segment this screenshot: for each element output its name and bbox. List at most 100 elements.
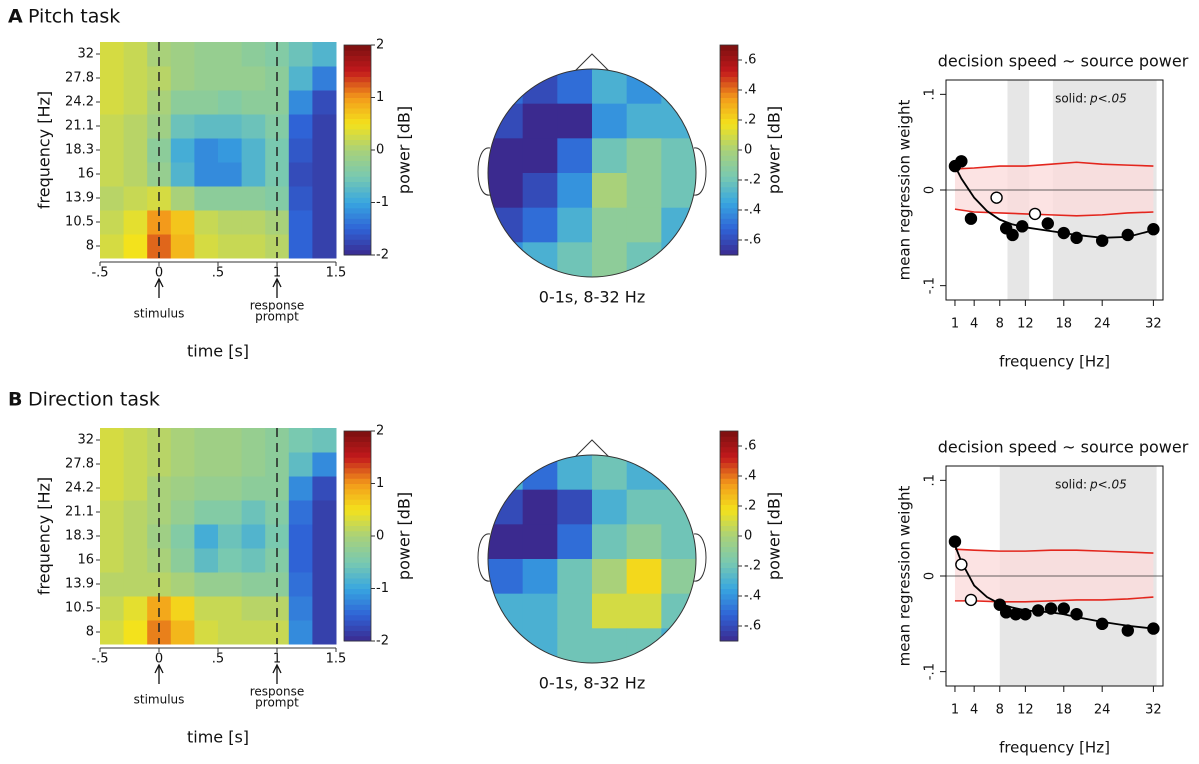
scalp-cell [557,207,593,243]
heatmap-cell [288,162,313,187]
scalp-cell [661,455,696,491]
scalp-cell [488,138,524,174]
heatmap-cell [123,476,148,501]
heatmap-cell [312,572,337,597]
heatmap-cell [312,620,337,645]
colorbar-tick-label: -.6 [744,619,761,634]
heatmap-cell [241,596,266,621]
scalp-cell [488,628,524,663]
heatmap-cell [123,162,148,187]
heatmap-cell [241,428,266,453]
heatmap-cell [170,186,195,211]
heatmap-cell [218,620,243,645]
colorbar-step [720,87,738,93]
heatmap-cell [241,114,266,139]
heatmap-cell [241,572,266,597]
colorbar-step [720,155,738,161]
y-tick-label: 18.3 [65,529,94,544]
colorbar-step [344,66,371,72]
heatmap-cell [170,548,195,573]
ear [477,147,491,196]
heatmap-cell [170,210,195,235]
colorbar-step [344,223,371,230]
scalp-cell [557,138,593,174]
heatmap-cell [194,138,219,163]
colorbar-tick-label: 0 [744,529,752,544]
data-point [1057,226,1070,240]
colorbar-tick-label: -1 [376,195,389,210]
heatmap-cell [100,90,125,115]
y-tick-label: 27.8 [65,71,94,86]
heatmap-cell [100,162,125,187]
x-tick-label: 0 [155,266,163,281]
heatmap-cell [123,234,148,259]
colorbar-step [344,176,371,182]
colorbar-step [344,583,371,589]
heatmap-cell [100,596,125,621]
data-point [1006,228,1019,242]
heatmap-cell [312,428,337,453]
null-band [954,162,1154,216]
colorbar-label: power [dB] [395,492,414,580]
scalp-cell [557,593,593,629]
heatmap-cell [312,90,337,115]
ear [477,533,491,582]
colorbar-step [344,207,371,214]
y-tick-label: 27.8 [65,457,94,472]
y-tick-label: 24.2 [65,95,94,110]
heatmap-cell [218,186,243,211]
heatmap-cell [312,114,337,139]
colorbar-step [720,630,738,637]
colorbar-tick-label: -.4 [744,203,761,218]
colorbar-tick-label: .4 [744,469,756,484]
null-band-line [954,596,1154,603]
heatmap-cell [194,42,219,67]
heatmap-cell [194,210,219,235]
colorbar-step [344,620,371,626]
colorbar-step [720,92,738,98]
heatmap-cell [170,138,195,163]
scalp-cell [661,628,696,663]
y-tick-label: 8 [86,239,94,254]
heatmap-cell [241,476,266,501]
colorbar-step [344,123,371,130]
scalp-cell [522,207,558,243]
heatmap-cell [100,186,125,211]
heatmap-cell [218,210,243,235]
y-tick-label: 10.5 [65,601,94,616]
heatmap-cell [194,524,219,549]
colorbar-label: power [dB] [395,106,414,194]
scalp-cell [557,628,593,663]
heatmap-cell [170,596,195,621]
heatmap-cell [218,90,243,115]
colorbar-step [720,81,738,88]
data-point [1044,602,1058,615]
scalp-cell [557,103,593,139]
heatmap-cell [194,90,219,115]
scalp-cell [557,69,593,105]
scalp-cell [488,455,524,491]
x-tick-label: -.5 [91,652,108,667]
heatmap-cell [100,548,125,573]
heatmap-cell [241,42,266,67]
data-point [1057,602,1070,615]
y-tick-label: -.1 [923,277,938,294]
scalp-cell [557,559,593,595]
heatmap-cell [194,596,219,621]
heatmap-cell [241,234,266,259]
colorbar-tick-label: -2 [376,634,389,649]
colorbar-step [344,599,371,605]
colorbar-step [344,202,371,209]
colorbar-step [344,139,371,146]
colorbar-step [344,588,371,595]
scalp-cell [592,242,628,277]
annotation: stimulus [134,307,185,321]
colorbar-step [720,530,738,537]
subtitle: 0-1s, 8-32 Hz [539,674,645,693]
null-band-line [954,548,1154,554]
annotation: response [250,685,305,699]
x-tick-label: .5 [212,266,224,281]
colorbar-step [344,473,371,479]
heatmap-cell [194,548,219,573]
colorbar-step [344,134,371,140]
